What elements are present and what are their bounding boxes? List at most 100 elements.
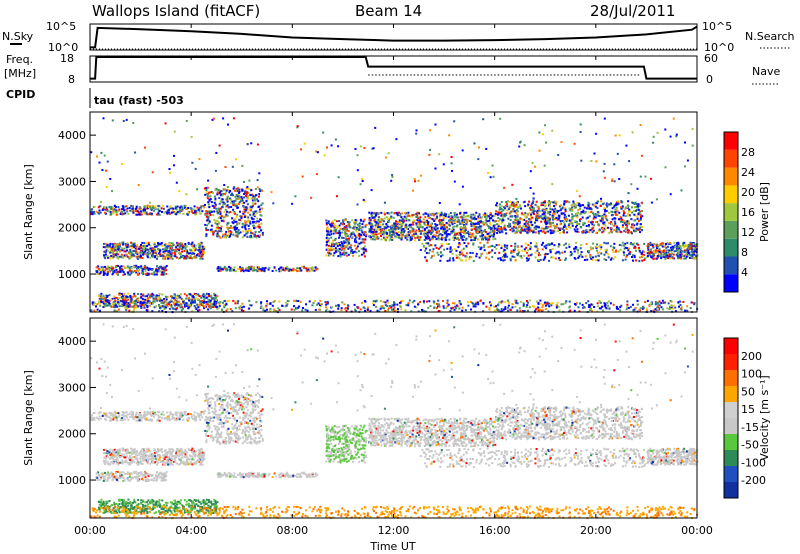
power-cell	[392, 216, 395, 219]
power-cell	[192, 208, 195, 211]
power-cell	[205, 190, 208, 193]
power-cell	[141, 251, 144, 254]
power-cell	[114, 253, 117, 256]
power-cell	[477, 246, 480, 249]
power-cell	[412, 230, 415, 233]
power-cell	[412, 213, 415, 216]
power-cell	[244, 206, 247, 209]
power-cell	[135, 213, 138, 216]
power-cell	[239, 270, 242, 273]
power-cell	[375, 214, 377, 217]
power-cell	[428, 225, 431, 228]
power-cell	[623, 211, 626, 214]
power-cell	[115, 246, 118, 249]
power-cell	[244, 214, 247, 217]
power-cell	[193, 205, 196, 208]
power-cell	[533, 209, 536, 212]
power-cell	[620, 200, 623, 203]
power-cell	[441, 213, 444, 216]
power-cell	[514, 216, 517, 219]
power-cell	[250, 206, 253, 209]
power-cell	[154, 246, 156, 248]
power-cell	[503, 249, 506, 251]
power-cell	[251, 217, 254, 220]
power-cell	[438, 215, 441, 218]
power-cell	[220, 215, 223, 218]
power-cell	[599, 205, 602, 207]
power-cell	[240, 196, 243, 199]
power-cell	[112, 271, 115, 274]
power-cell	[143, 253, 146, 256]
power-cell	[607, 256, 610, 259]
power-cell	[224, 188, 227, 191]
power-cell	[178, 210, 181, 213]
power-cell	[399, 221, 401, 224]
power-cell	[588, 207, 591, 210]
power-cell	[345, 241, 348, 244]
power-cell	[103, 305, 106, 308]
power-cell	[254, 195, 256, 198]
power-cell	[176, 242, 179, 245]
power-cell	[126, 255, 129, 258]
power-cell	[632, 227, 635, 230]
power-cell	[552, 221, 555, 224]
power-cell	[190, 243, 193, 246]
power-cell	[484, 215, 486, 218]
power-cell	[134, 207, 137, 210]
power-cell	[435, 212, 438, 215]
power-cell	[627, 200, 630, 203]
power-cell	[338, 220, 341, 222]
power-cell	[206, 212, 209, 215]
power-cell	[400, 229, 403, 232]
power-cell	[233, 202, 235, 205]
power-cell	[582, 211, 585, 214]
power-cell	[337, 250, 340, 253]
power-cell	[243, 201, 246, 204]
power-cell	[155, 250, 158, 253]
power-cell	[168, 254, 171, 257]
power-cell	[325, 222, 328, 225]
power-cell	[152, 206, 154, 209]
power-cell	[140, 293, 143, 296]
power-cell	[102, 300, 105, 303]
power-cell	[125, 299, 128, 302]
power-cell	[233, 186, 236, 189]
power-cell	[559, 259, 562, 261]
power-cell	[418, 237, 421, 240]
power-cell	[108, 206, 111, 208]
power-cell	[100, 266, 103, 269]
power-cell	[214, 222, 217, 225]
power-cell	[157, 294, 160, 297]
power-cell	[630, 226, 633, 229]
power-cell	[146, 267, 149, 270]
power-cell	[599, 248, 602, 251]
power-cell	[314, 308, 317, 311]
power-cell	[603, 253, 606, 256]
power-cell	[353, 250, 356, 253]
power-cell	[431, 238, 434, 241]
power-cell	[490, 227, 493, 230]
power-cell	[152, 248, 155, 251]
nsky-series-line	[90, 25, 698, 49]
power-cell	[233, 226, 236, 229]
power-cell	[398, 231, 400, 234]
power-cell	[603, 241, 606, 244]
power-cell	[144, 303, 147, 306]
power-cell	[126, 249, 129, 252]
power-cell	[331, 242, 334, 245]
power-cell	[108, 270, 111, 273]
power-cell	[693, 248, 696, 251]
power-cell	[517, 246, 519, 248]
power-cell	[196, 206, 199, 209]
power-cell	[223, 236, 226, 239]
power-cell	[608, 231, 611, 234]
power-cell	[143, 247, 145, 250]
power-cell	[316, 267, 319, 270]
power-cell	[333, 223, 336, 226]
power-cell	[137, 210, 140, 213]
power-cell	[154, 249, 157, 252]
power-cell	[478, 230, 481, 233]
power-cell	[103, 303, 106, 306]
power-cell	[529, 242, 532, 245]
power-cell	[226, 210, 228, 213]
